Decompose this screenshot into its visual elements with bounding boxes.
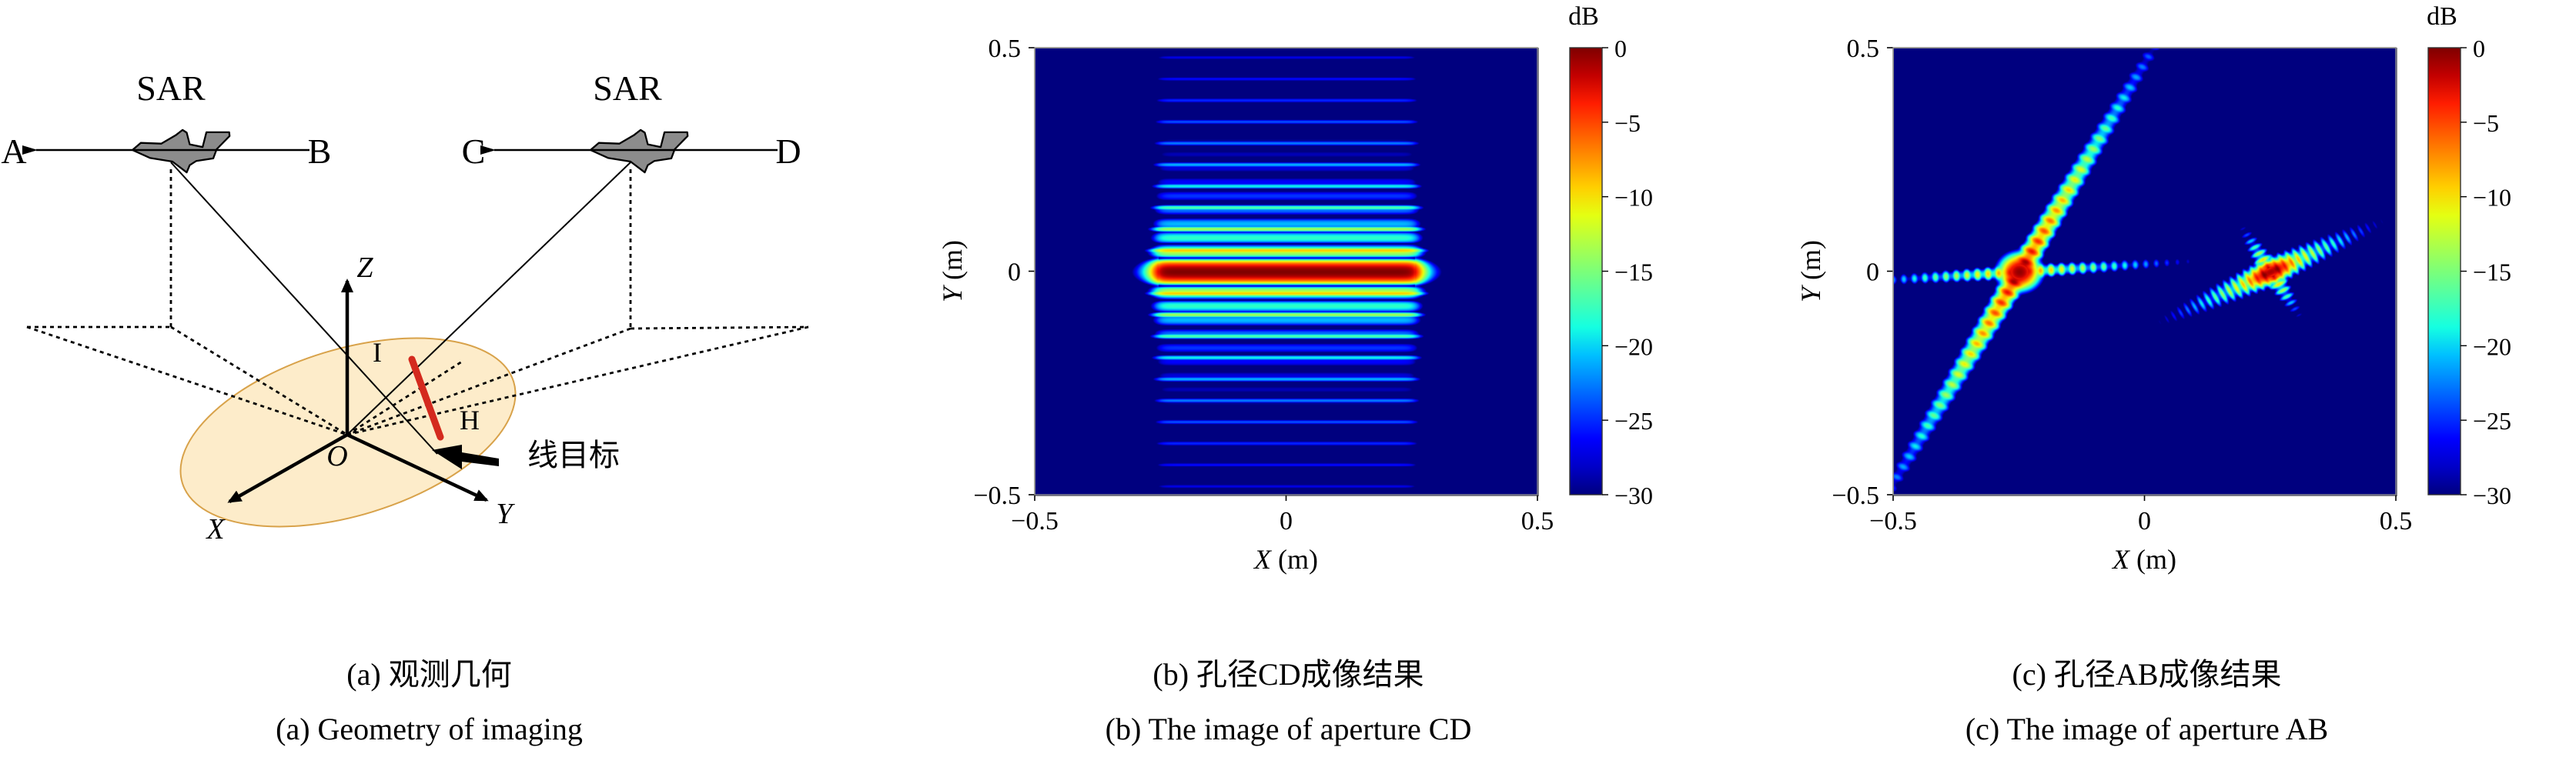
svg-text:−0.5: −0.5 bbox=[1011, 507, 1059, 535]
svg-text:−15: −15 bbox=[1614, 259, 1653, 286]
svg-text:线目标: 线目标 bbox=[527, 438, 620, 472]
svg-text:SAR: SAR bbox=[136, 68, 206, 108]
svg-text:0: 0 bbox=[1008, 259, 1021, 287]
svg-text:−15: −15 bbox=[2473, 259, 2511, 286]
svg-text:−30: −30 bbox=[1614, 482, 1653, 509]
svg-text:X: X bbox=[205, 513, 226, 545]
svg-text:0.5: 0.5 bbox=[1847, 35, 1880, 63]
svg-text:−10: −10 bbox=[1614, 184, 1653, 212]
svg-text:0.5: 0.5 bbox=[2380, 507, 2413, 535]
svg-text:0: 0 bbox=[2473, 35, 2485, 62]
svg-text:D: D bbox=[775, 132, 801, 171]
svg-text:−25: −25 bbox=[1614, 407, 1653, 435]
svg-text:O: O bbox=[326, 440, 347, 472]
svg-text:H: H bbox=[460, 405, 480, 435]
svg-text:SAR: SAR bbox=[593, 68, 662, 108]
svg-text:−25: −25 bbox=[2473, 407, 2511, 435]
svg-text:X (m): X (m) bbox=[2111, 544, 2176, 575]
svg-text:0: 0 bbox=[1280, 507, 1293, 535]
svg-text:−5: −5 bbox=[2473, 109, 2499, 137]
svg-text:0: 0 bbox=[1614, 35, 1627, 62]
svg-text:−0.5: −0.5 bbox=[1832, 482, 1879, 510]
svg-text:−30: −30 bbox=[2473, 482, 2511, 509]
svg-text:−0.5: −0.5 bbox=[973, 482, 1021, 510]
svg-text:−20: −20 bbox=[1614, 332, 1653, 360]
svg-text:Y (m): Y (m) bbox=[937, 240, 968, 302]
svg-text:−5: −5 bbox=[1614, 109, 1641, 137]
svg-text:B: B bbox=[308, 132, 332, 171]
svg-text:−20: −20 bbox=[2473, 332, 2511, 360]
svg-text:0: 0 bbox=[2138, 507, 2151, 535]
svg-text:−10: −10 bbox=[2473, 184, 2511, 212]
svg-text:Y: Y bbox=[496, 498, 515, 530]
svg-text:0.5: 0.5 bbox=[1521, 507, 1554, 535]
svg-text:A: A bbox=[1, 132, 26, 171]
svg-text:C: C bbox=[462, 132, 486, 171]
svg-text:Y (m): Y (m) bbox=[1795, 240, 1826, 302]
svg-text:0.5: 0.5 bbox=[989, 35, 1022, 63]
svg-text:I: I bbox=[373, 337, 382, 368]
svg-text:dB: dB bbox=[2427, 2, 2457, 31]
svg-text:dB: dB bbox=[1568, 2, 1599, 31]
svg-text:0: 0 bbox=[1866, 259, 1879, 287]
svg-text:−0.5: −0.5 bbox=[1869, 507, 1917, 535]
svg-text:Z: Z bbox=[356, 252, 373, 284]
svg-text:X (m): X (m) bbox=[1253, 544, 1318, 575]
